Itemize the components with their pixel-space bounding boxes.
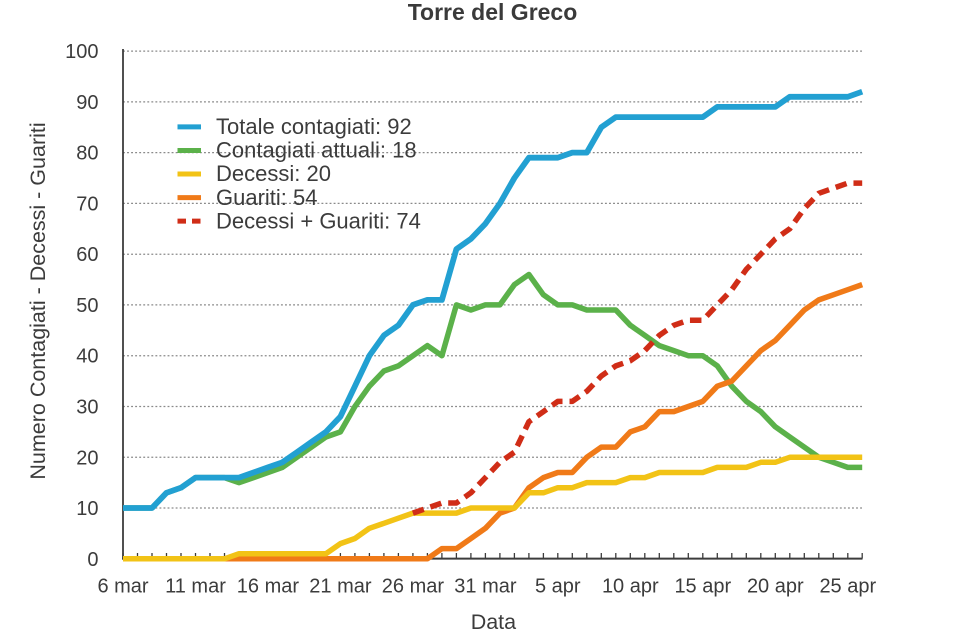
svg-text:25 apr: 25 apr <box>819 576 876 598</box>
svg-text:15 apr: 15 apr <box>674 576 731 598</box>
svg-text:21 mar: 21 mar <box>309 576 372 598</box>
svg-text:Guariti: 54: Guariti: 54 <box>216 185 318 210</box>
svg-text:80: 80 <box>76 143 98 165</box>
svg-text:16 mar: 16 mar <box>237 576 300 598</box>
svg-text:Totale contagiati: 92: Totale contagiati: 92 <box>216 114 412 139</box>
svg-text:Decessi: 20: Decessi: 20 <box>216 161 331 186</box>
svg-text:100: 100 <box>65 41 98 63</box>
svg-text:Torre del Greco: Torre del Greco <box>408 0 578 25</box>
svg-text:31 mar: 31 mar <box>454 576 517 598</box>
svg-text:5 apr: 5 apr <box>535 576 581 598</box>
svg-text:Decessi + Guariti: 74: Decessi + Guariti: 74 <box>216 208 421 233</box>
svg-text:Numero Contagiati - Decessi -: Numero Contagiati - Decessi - Guariti <box>26 122 50 479</box>
svg-text:10 apr: 10 apr <box>602 576 659 598</box>
svg-text:Data: Data <box>471 610 516 634</box>
svg-text:90: 90 <box>76 92 98 114</box>
svg-text:0: 0 <box>87 549 98 571</box>
svg-text:10: 10 <box>76 498 98 520</box>
svg-text:6 mar: 6 mar <box>97 576 148 598</box>
svg-text:Contagiati attuali: 18: Contagiati attuali: 18 <box>216 138 417 163</box>
svg-text:11 mar: 11 mar <box>165 576 226 598</box>
svg-text:70: 70 <box>76 193 98 215</box>
svg-text:40: 40 <box>76 346 98 368</box>
svg-text:30: 30 <box>76 397 98 419</box>
svg-text:20 apr: 20 apr <box>747 576 804 598</box>
svg-text:50: 50 <box>76 295 98 317</box>
svg-text:60: 60 <box>76 244 98 266</box>
svg-text:20: 20 <box>76 447 98 469</box>
svg-text:26 mar: 26 mar <box>382 576 445 598</box>
